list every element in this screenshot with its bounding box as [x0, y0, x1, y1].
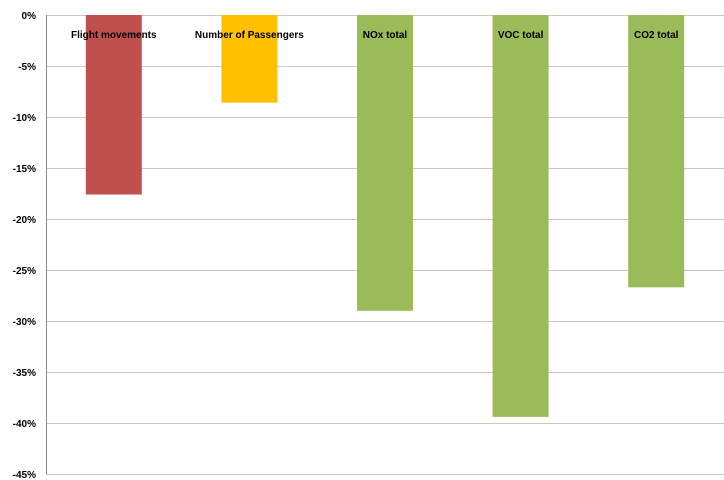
- bar-flight-movements: [85, 15, 142, 195]
- bar-co2-total: [628, 15, 685, 288]
- y-tick-label: -45%: [13, 470, 36, 480]
- bar-nox-total: [357, 15, 413, 311]
- bars: [85, 15, 685, 417]
- category-label: VOC total: [498, 30, 544, 41]
- y-tick-label: -25%: [13, 266, 36, 277]
- y-tick-label: -20%: [13, 215, 36, 226]
- category-labels: Flight movements Number of Passengers NOx …: [71, 30, 679, 41]
- y-tick-label: 0%: [22, 11, 37, 22]
- bar-voc-total: [492, 15, 549, 417]
- bar-number-of-passengers: [221, 15, 278, 103]
- y-tick-label: -10%: [13, 113, 36, 124]
- y-tick-label: -35%: [13, 368, 36, 379]
- category-label: NOx total: [363, 30, 408, 41]
- category-label: Number of Passengers: [195, 30, 304, 41]
- y-tick-label: -5%: [18, 62, 36, 73]
- category-label: Flight movements: [71, 30, 157, 41]
- y-tick-label: -40%: [13, 419, 36, 430]
- category-label: CO2 total: [634, 30, 679, 41]
- y-tick-label: -15%: [13, 164, 36, 175]
- y-axis-tick-labels: 0% -5% -10% -15% -20% -25% -30% -35% -40% -45%: [13, 11, 36, 480]
- y-tick-label: -30%: [13, 317, 36, 328]
